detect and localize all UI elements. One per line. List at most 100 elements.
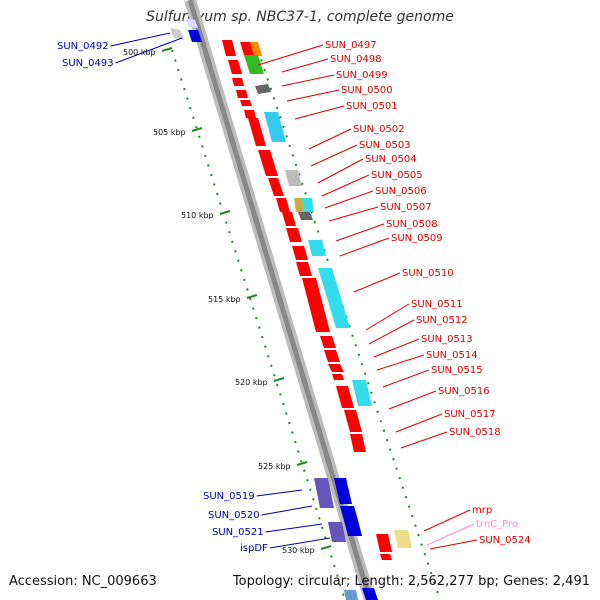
label-connector bbox=[353, 272, 401, 293]
gene-label: SUN_0516 bbox=[438, 386, 490, 397]
label-connector bbox=[308, 128, 352, 150]
tick-mark bbox=[246, 294, 258, 299]
gene-feature bbox=[324, 350, 340, 362]
gene-label: SUN_0519 bbox=[203, 491, 255, 502]
label-connector bbox=[286, 89, 340, 102]
gene-label: SUN_0501 bbox=[346, 101, 398, 112]
gene-feature bbox=[328, 522, 346, 542]
tick-mark bbox=[161, 47, 173, 52]
label-connector bbox=[400, 431, 448, 449]
tick-label: 520 kbp bbox=[235, 378, 268, 387]
map-title: Sulfurovum sp. NBC37-1, complete genome bbox=[146, 9, 454, 25]
gene-label: SUN_0521 bbox=[212, 527, 264, 538]
gene-feature bbox=[228, 60, 242, 74]
tick-label: 500 kbp bbox=[123, 48, 156, 57]
label-connector bbox=[317, 158, 364, 184]
gene-feature bbox=[380, 554, 392, 560]
label-connector bbox=[269, 537, 331, 549]
gene-feature bbox=[248, 118, 266, 146]
tick-mark bbox=[296, 461, 308, 466]
gene-feature bbox=[296, 262, 312, 276]
gene-feature bbox=[268, 178, 284, 196]
gene-feature bbox=[334, 478, 352, 504]
gene-label: SUN_0506 bbox=[375, 186, 427, 197]
gene-feature bbox=[222, 40, 236, 56]
gene-feature bbox=[170, 28, 184, 40]
gene-feature bbox=[282, 212, 296, 226]
label-connector bbox=[261, 505, 313, 516]
gene-label: SUN_0493 bbox=[62, 58, 114, 69]
gene-feature bbox=[244, 110, 256, 118]
tick-label: 525 kbp bbox=[258, 462, 291, 471]
gene-label: SUN_0510 bbox=[402, 268, 454, 279]
gene-label: SUN_0512 bbox=[416, 315, 468, 326]
gene-feature bbox=[302, 198, 314, 212]
label-connector bbox=[373, 338, 420, 358]
gene-feature bbox=[250, 42, 262, 56]
gene-feature bbox=[394, 530, 412, 548]
gene-feature bbox=[340, 506, 358, 520]
gene-label: SUN_0503 bbox=[359, 140, 411, 151]
gene-label: SUN_0500 bbox=[341, 85, 393, 96]
label-connector bbox=[256, 489, 303, 497]
gene-feature bbox=[292, 246, 308, 260]
gene-label: SUN_0507 bbox=[380, 202, 432, 213]
label-connector bbox=[426, 523, 475, 546]
label-connector bbox=[365, 303, 410, 331]
gene-label: mrp bbox=[472, 505, 492, 516]
gene-label: SUN_0514 bbox=[426, 350, 478, 361]
gene-feature bbox=[344, 590, 358, 600]
gene-label: SUN_0508 bbox=[386, 219, 438, 230]
label-connector bbox=[388, 390, 437, 410]
gene-label: trnC_Pro bbox=[476, 519, 518, 530]
label-connector bbox=[339, 237, 390, 257]
label-connector bbox=[382, 369, 430, 388]
gene-label: SUN_0518 bbox=[449, 427, 501, 438]
gene-feature bbox=[244, 55, 264, 74]
gene-feature bbox=[336, 386, 354, 408]
gene-feature bbox=[352, 380, 372, 406]
gene-feature bbox=[258, 150, 278, 176]
label-connector bbox=[281, 58, 329, 73]
label-connector bbox=[376, 354, 425, 371]
tick-mark bbox=[191, 127, 203, 132]
gene-label: SUN_0499 bbox=[336, 70, 388, 81]
label-connector bbox=[281, 74, 335, 87]
topology-text: Topology: circular; Length: 2,562,277 bp… bbox=[232, 574, 590, 589]
gene-feature bbox=[344, 410, 362, 432]
label-connector bbox=[110, 32, 171, 47]
gene-feature bbox=[314, 478, 334, 508]
gene-label: SUN_0513 bbox=[421, 334, 473, 345]
left-dotted-track bbox=[171, 49, 346, 600]
label-connector bbox=[115, 37, 183, 64]
gene-feature bbox=[376, 534, 392, 552]
gene-label: SUN_0497 bbox=[325, 40, 377, 51]
gene-feature bbox=[320, 336, 336, 348]
label-connector bbox=[395, 413, 443, 433]
gene-feature bbox=[285, 170, 302, 186]
gene-label: ispDF bbox=[240, 543, 268, 554]
gene-label: SUN_0517 bbox=[444, 409, 496, 420]
gene-feature bbox=[344, 520, 362, 536]
gene-label: SUN_0509 bbox=[391, 233, 443, 244]
gene-feature bbox=[362, 588, 378, 600]
label-connector bbox=[423, 509, 471, 532]
tick-label: 515 kbp bbox=[208, 295, 241, 304]
tick-mark bbox=[219, 210, 231, 215]
gene-feature bbox=[308, 240, 326, 256]
gene-feature bbox=[236, 90, 248, 98]
gene-feature bbox=[328, 364, 344, 372]
gene-label: SUN_0511 bbox=[411, 299, 463, 310]
gene-feature bbox=[286, 228, 302, 242]
tick-mark bbox=[320, 545, 332, 550]
label-connector bbox=[321, 174, 370, 197]
tick-label: 510 kbp bbox=[181, 211, 214, 220]
label-connector bbox=[324, 190, 374, 209]
gene-feature bbox=[232, 78, 244, 86]
label-connector bbox=[429, 539, 478, 550]
gene-feature bbox=[350, 434, 366, 452]
accession-text: Accession: NC_009663 bbox=[9, 574, 157, 589]
label-connector bbox=[310, 144, 358, 167]
gene-feature bbox=[264, 112, 286, 142]
gene-feature bbox=[302, 278, 330, 332]
